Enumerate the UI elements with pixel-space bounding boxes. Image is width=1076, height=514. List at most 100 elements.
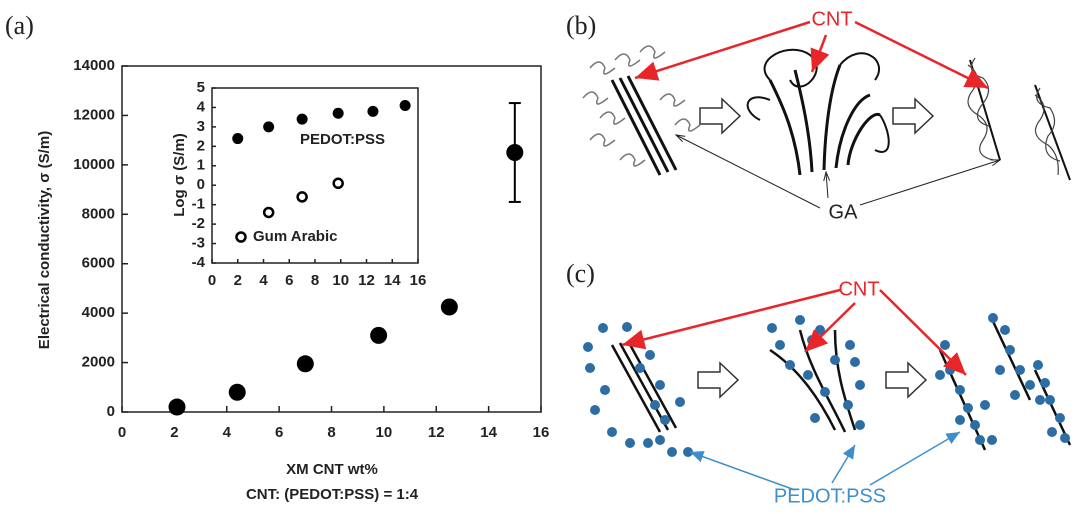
pedot-dot: [970, 420, 980, 430]
pedot-dot: [645, 350, 655, 360]
pedot-dot: [855, 380, 865, 390]
pedot-dot: [945, 365, 955, 375]
x-tick-label: 14: [480, 424, 497, 441]
pedot-dot: [1005, 345, 1015, 355]
pedot-dot: [1055, 413, 1065, 423]
pedot-dot: [963, 403, 973, 413]
ga-arrows: [676, 135, 1000, 208]
legend-label: PEDOT:PSS: [300, 131, 385, 148]
pedot-dot: [785, 360, 795, 370]
y-tick-label: 5: [197, 79, 205, 96]
pedot-dot: [845, 340, 855, 350]
inset-y-label: Log σ (S/m): [171, 133, 188, 217]
x-tick-label: 12: [358, 272, 375, 289]
pedot-dot: [1033, 360, 1043, 370]
y-tick-label: 10000: [73, 156, 115, 173]
y-tick-label: -4: [192, 254, 206, 271]
x-tick-label: 16: [533, 424, 550, 441]
pedot-dot: [850, 357, 860, 367]
x-tick-label: 16: [410, 272, 427, 289]
data-point: [168, 399, 185, 416]
y-tick-label: 8000: [82, 205, 115, 222]
y-tick-label: 3: [197, 118, 205, 135]
pedot-dot: [995, 365, 1005, 375]
pedot-label: PEDOT:PSS: [774, 485, 886, 507]
pedot-dot: [1060, 433, 1070, 443]
pedot-dot: [803, 370, 813, 380]
cnt-label: CNT: [838, 278, 879, 300]
page: (a) (b) (c) Electrical conductivity, σ (…: [0, 0, 1076, 514]
y-tick-label: 4000: [82, 304, 115, 321]
pedot-dot: [643, 438, 653, 448]
data-point: [506, 144, 523, 161]
cnt-label: CNT: [811, 8, 852, 30]
panel-label: (c): [566, 259, 595, 288]
pedot-dot: [775, 340, 785, 350]
data-point: [441, 298, 458, 315]
ga-label: GA: [829, 201, 859, 223]
figure: (a) (b) (c) Electrical conductivity, σ (…: [0, 0, 1076, 514]
pedot-dot: [583, 342, 593, 352]
x-tick-label: 0: [208, 272, 216, 289]
pedot-dot: [1015, 365, 1025, 375]
y-tick-label: 14000: [73, 57, 115, 74]
x-tick-label: 2: [170, 424, 178, 441]
diagram-c: [612, 315, 1070, 450]
pedot-dot: [855, 420, 865, 430]
pedot-dot: [585, 363, 595, 373]
y-tick-label: 1: [197, 157, 205, 174]
pedot-dot: [955, 415, 965, 425]
pedot-dot: [635, 363, 645, 373]
pedot-dot: [1010, 390, 1020, 400]
pedot-dot: [1040, 378, 1050, 388]
y-axis-label: Electrical conductivity, σ (S/m): [36, 131, 53, 349]
x-tick-label: 6: [285, 272, 293, 289]
x-tick-label: 4: [223, 424, 232, 441]
x-tick-label: 12: [428, 424, 445, 441]
pedot-dot: [590, 405, 600, 415]
y-tick-label: -2: [192, 215, 205, 232]
y-tick-label: 6000: [82, 255, 115, 272]
pedot-dot: [650, 400, 660, 410]
data-point: [370, 327, 387, 344]
x-tick-label: 8: [311, 272, 319, 289]
pedot-dot: [1025, 380, 1035, 390]
pedot-dot: [1047, 427, 1057, 437]
pedot-dot: [600, 385, 610, 395]
pedot-dots: [583, 313, 1070, 457]
pedot-dot: [655, 380, 665, 390]
x-axis-note: CNT: (PEDOT:PSS) = 1:4: [246, 486, 419, 503]
y-tick-label: 2: [197, 137, 205, 154]
pedot-dot: [767, 323, 777, 333]
data-point: [333, 108, 344, 119]
y-tick-label: -1: [192, 196, 205, 213]
pedot-dot: [975, 435, 985, 445]
data-point: [229, 384, 246, 401]
data-point: [400, 100, 411, 111]
pedot-dot: [675, 397, 685, 407]
pedot-dot: [935, 370, 945, 380]
legend-marker: [237, 233, 246, 242]
x-tick-label: 14: [384, 272, 401, 289]
x-axis-label: XM CNT wt%: [286, 461, 378, 478]
data-point: [367, 106, 378, 117]
pedot-dot: [810, 413, 820, 423]
pedot-dot: [1000, 325, 1010, 335]
legend-label: Gum Arabic: [253, 228, 337, 245]
y-tick-label: 2000: [82, 354, 115, 371]
pedot-dot: [1035, 395, 1045, 405]
pedot-dot: [667, 447, 677, 457]
pedot-dot: [955, 385, 965, 395]
pedot-dot: [940, 340, 950, 350]
x-tick-label: 4: [259, 272, 268, 289]
pedot-dot: [660, 415, 670, 425]
pedot-dot: [987, 435, 997, 445]
pedot-dot: [980, 400, 990, 410]
x-tick-label: 0: [118, 424, 126, 441]
data-point: [264, 208, 273, 217]
panel-label: (b): [566, 11, 596, 40]
pedot-dot: [625, 438, 635, 448]
data-point: [298, 192, 307, 201]
data-point: [232, 133, 243, 144]
pedot-dot: [598, 323, 608, 333]
